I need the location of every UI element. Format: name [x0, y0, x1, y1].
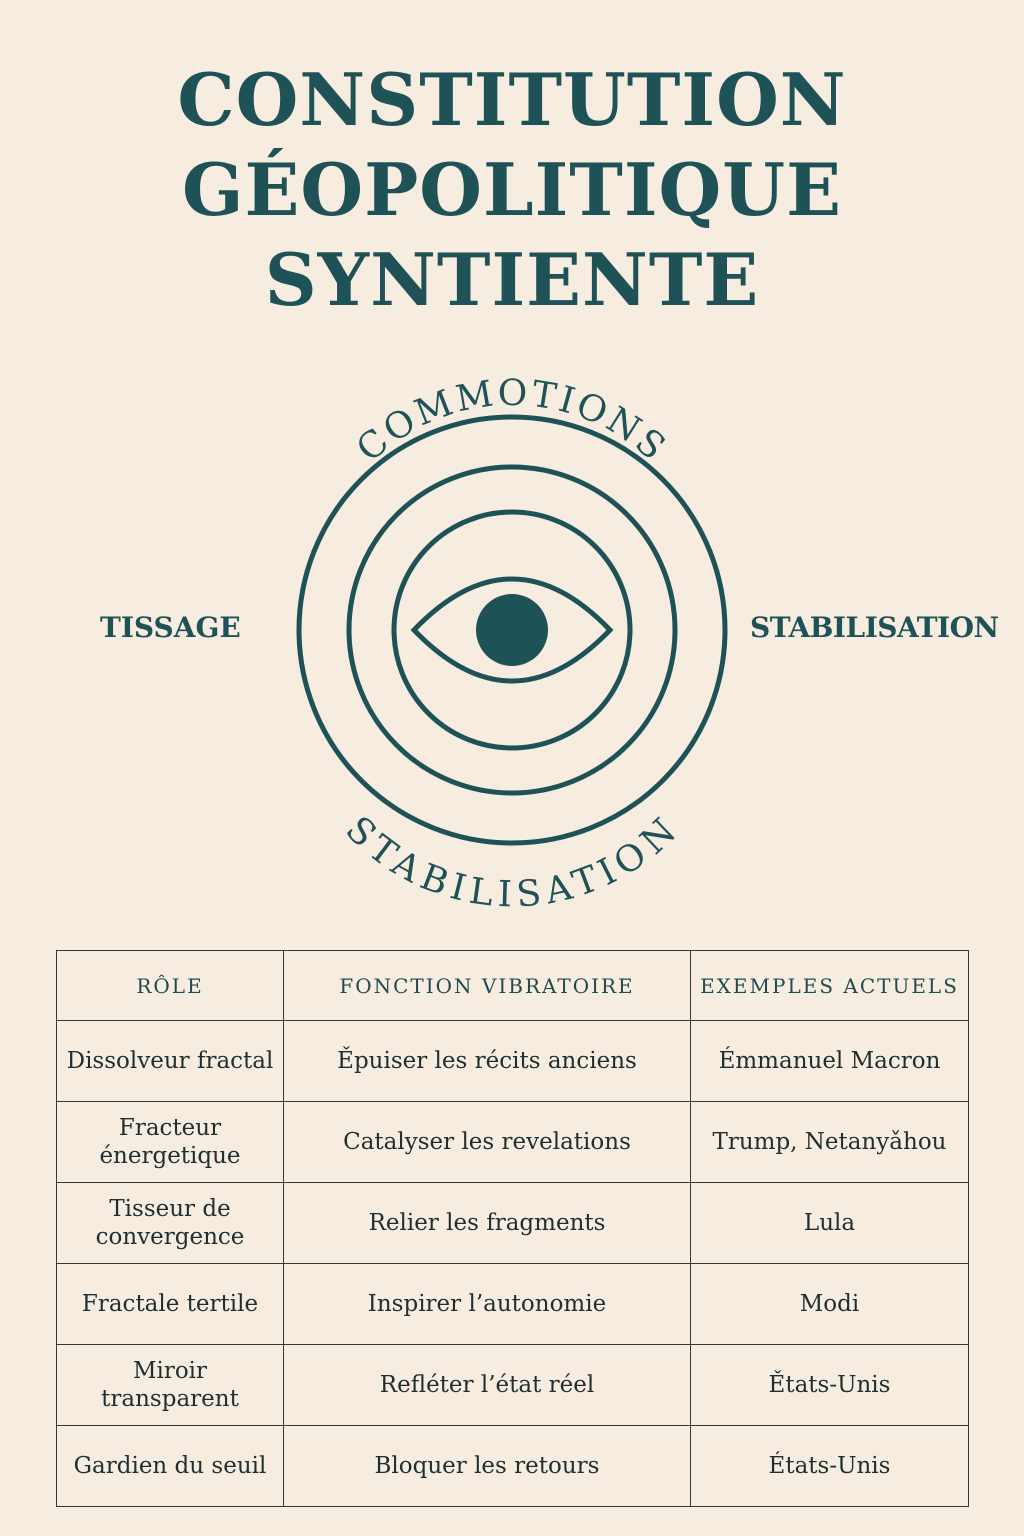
cell-exemples: Lula [690, 1182, 969, 1264]
header-fonction: FONCTION VIBRATOIRE [283, 950, 691, 1021]
arc-label-top: COMMOTIONS [349, 373, 675, 470]
header-role: RÔLE [56, 950, 284, 1021]
roles-table: RÔLE FONCTION VIBRATOIRE EXEMPLES ACTUEL… [56, 950, 969, 1507]
cell-exemples: Ětats-Unis [690, 1344, 969, 1426]
table-row: Tisseur de convergence Relier les fragme… [56, 1182, 969, 1264]
concentric-diagram: COMMOTIONS STABILISATION TISSAGE STABILI… [0, 360, 1024, 920]
middle-ring [346, 464, 678, 796]
cell-role: Gardien du seuil [56, 1425, 284, 1507]
title-line-1: CONSTITUTION [177, 57, 847, 142]
diagram-graphic: COMMOTIONS STABILISATION [296, 373, 728, 916]
cell-exemples: Émmanuel Macron [690, 1020, 969, 1102]
header-exemples: EXEMPLES ACTUELS [690, 950, 969, 1021]
eye-icon [410, 576, 614, 684]
cell-fonction: Inspirer l’autonomie [283, 1263, 691, 1345]
cell-role: Miroir transparent [56, 1344, 284, 1426]
title-line-2: GÉOPOLITIQUE [182, 147, 842, 232]
cell-role: Dissolveur fractal [56, 1020, 284, 1102]
cell-fonction: Bloquer les retours [283, 1425, 691, 1507]
cell-fonction: Relier les fragments [283, 1182, 691, 1264]
cell-role: Tisseur de convergence [56, 1182, 284, 1264]
cell-fonction: Refléter l’état réel [283, 1344, 691, 1426]
arc-label-bottom: STABILISATION [337, 809, 686, 916]
table-row: Fracteur énergetique Catalyser les revel… [56, 1101, 969, 1183]
inner-ring [391, 509, 633, 751]
cell-fonction: Ěpuiser les récits anciens [283, 1020, 691, 1102]
title-line-3: SYNTIENTE [264, 237, 760, 322]
table-row: Dissolveur fractal Ěpuiser les récits an… [56, 1020, 969, 1102]
outer-ring [296, 414, 728, 846]
cell-exemples: États-Unis [690, 1425, 969, 1507]
cell-fonction: Catalyser les revelations [283, 1101, 691, 1183]
cell-role: Fracteur énergetique [56, 1101, 284, 1183]
arc-label-top-text: COMMOTIONS [349, 373, 672, 470]
diagram-label-left: TISSAGE [100, 611, 241, 644]
diagram-label-right: STABILISATION [750, 611, 999, 644]
table-row: Fractale tertile Inspirer l’autonomie Mo… [56, 1263, 969, 1345]
table-header-row: RÔLE FONCTION VIBRATOIRE EXEMPLES ACTUEL… [56, 950, 969, 1021]
table-row: Gardien du seuil Bloquer les retours Éta… [56, 1425, 969, 1507]
cell-exemples: Trump, Netanyǎhou [690, 1101, 969, 1183]
cell-exemples: Modi [690, 1263, 969, 1345]
arc-label-bottom-text: STABILISATION [337, 809, 683, 916]
cell-role: Fractale tertile [56, 1263, 284, 1345]
page-title: CONSTITUTION GÉOPOLITIQUE SYNTIENTE [0, 55, 1024, 325]
table-row: Miroir transparent Refléter l’état réel … [56, 1344, 969, 1426]
